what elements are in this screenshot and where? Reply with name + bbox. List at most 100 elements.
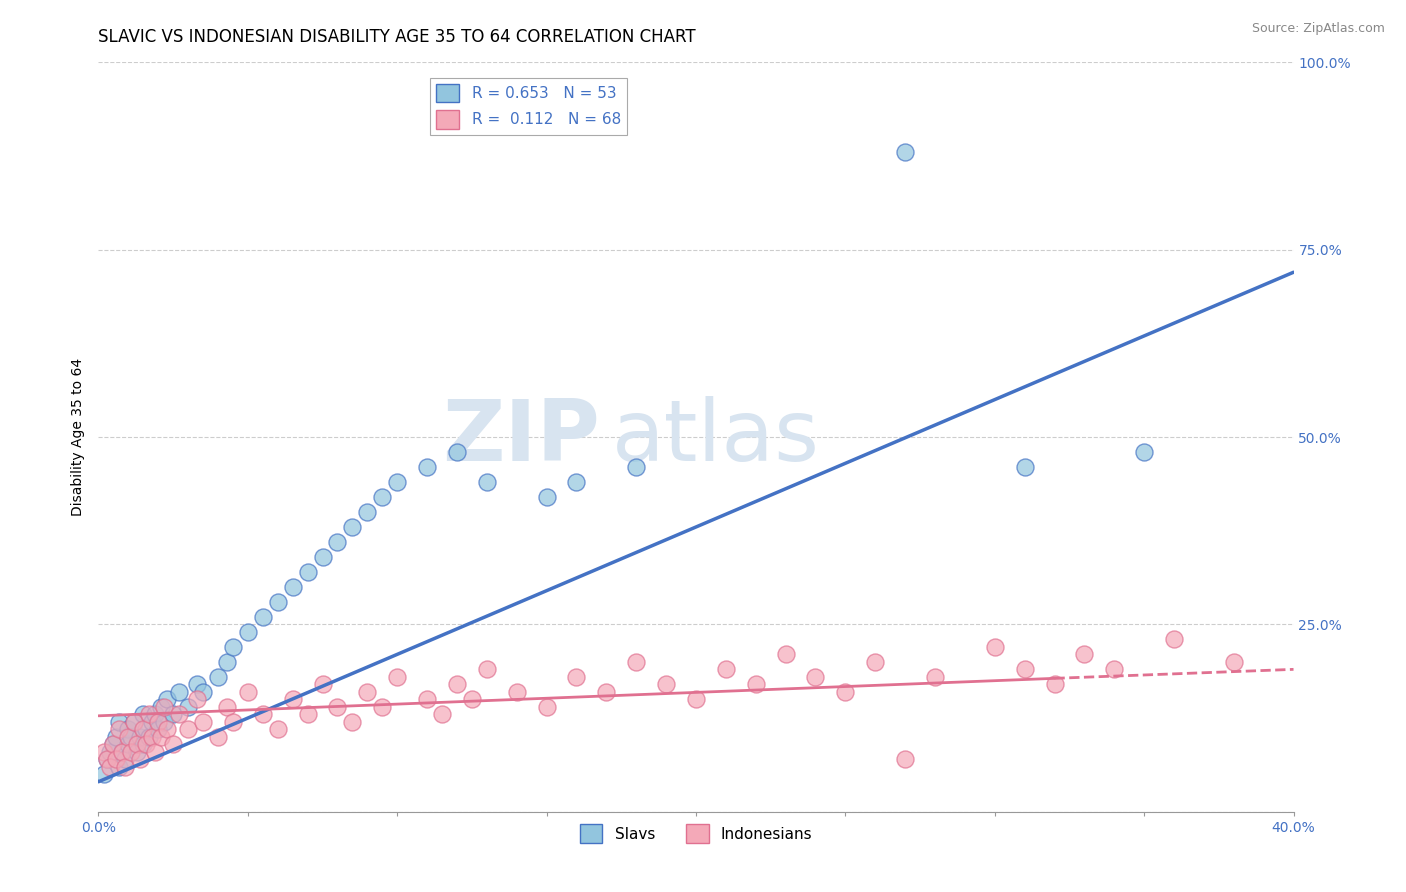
Point: [148, 723, 170, 737]
Point: [311, 677, 333, 691]
Point: [714, 662, 737, 676]
Point: [111, 745, 134, 759]
Point: [236, 685, 259, 699]
Point: [167, 685, 190, 699]
Point: [1073, 648, 1095, 662]
Point: [114, 752, 136, 766]
Point: [1043, 677, 1066, 691]
Point: [105, 730, 128, 744]
Point: [148, 714, 170, 729]
Point: [186, 677, 208, 691]
Point: [96, 752, 118, 766]
Point: [655, 677, 678, 691]
Point: [371, 699, 394, 714]
Point: [105, 752, 128, 766]
Point: [150, 730, 173, 744]
Point: [129, 730, 152, 744]
Point: [117, 737, 139, 751]
Point: [342, 714, 364, 729]
Point: [536, 699, 558, 714]
Point: [186, 692, 208, 706]
Point: [506, 685, 529, 699]
Point: [536, 490, 558, 504]
Point: [775, 648, 797, 662]
Point: [1014, 460, 1036, 475]
Point: [236, 624, 259, 639]
Point: [117, 723, 139, 737]
Point: [297, 565, 319, 579]
Point: [894, 145, 917, 160]
Point: [475, 662, 498, 676]
Point: [114, 760, 136, 774]
Point: [138, 730, 160, 744]
Point: [153, 714, 176, 729]
Point: [281, 580, 304, 594]
Point: [267, 595, 290, 609]
Point: [177, 723, 200, 737]
Point: [177, 699, 200, 714]
Point: [132, 723, 155, 737]
Point: [297, 707, 319, 722]
Point: [120, 745, 142, 759]
Point: [111, 745, 134, 759]
Point: [1163, 632, 1185, 647]
Point: [135, 737, 157, 751]
Point: [1014, 662, 1036, 676]
Point: [834, 685, 856, 699]
Y-axis label: Disability Age 35 to 64: Disability Age 35 to 64: [70, 358, 84, 516]
Point: [93, 767, 115, 781]
Point: [626, 655, 648, 669]
Point: [191, 685, 214, 699]
Point: [252, 707, 274, 722]
Point: [1223, 655, 1246, 669]
Point: [103, 737, 125, 751]
Point: [222, 714, 245, 729]
Point: [371, 490, 394, 504]
Point: [215, 655, 238, 669]
Point: [446, 677, 468, 691]
Point: [745, 677, 768, 691]
Legend: Slavs, Indonesians: Slavs, Indonesians: [574, 818, 818, 849]
Point: [153, 699, 176, 714]
Point: [1104, 662, 1126, 676]
Point: [416, 692, 439, 706]
Point: [93, 745, 115, 759]
Point: [565, 475, 588, 489]
Point: [138, 707, 160, 722]
Point: [475, 475, 498, 489]
Point: [162, 737, 184, 751]
Text: atlas: atlas: [613, 395, 820, 479]
Point: [108, 723, 131, 737]
Point: [565, 670, 588, 684]
Point: [150, 699, 173, 714]
Point: [804, 670, 827, 684]
Text: SLAVIC VS INDONESIAN DISABILITY AGE 35 TO 64 CORRELATION CHART: SLAVIC VS INDONESIAN DISABILITY AGE 35 T…: [98, 28, 696, 45]
Point: [96, 752, 118, 766]
Point: [865, 655, 887, 669]
Point: [135, 723, 157, 737]
Point: [143, 745, 166, 759]
Point: [127, 737, 149, 751]
Point: [207, 670, 229, 684]
Point: [626, 460, 648, 475]
Point: [132, 737, 155, 751]
Text: Source: ZipAtlas.com: Source: ZipAtlas.com: [1251, 22, 1385, 36]
Point: [167, 707, 190, 722]
Point: [281, 692, 304, 706]
Point: [446, 445, 468, 459]
Point: [103, 737, 125, 751]
Point: [127, 745, 149, 759]
Point: [141, 730, 163, 744]
Text: ZIP: ZIP: [443, 395, 600, 479]
Point: [124, 714, 146, 729]
Point: [98, 760, 122, 774]
Point: [385, 475, 409, 489]
Point: [156, 723, 179, 737]
Point: [342, 520, 364, 534]
Point: [326, 535, 349, 549]
Point: [124, 714, 146, 729]
Point: [141, 714, 163, 729]
Point: [143, 707, 166, 722]
Point: [430, 707, 453, 722]
Point: [416, 460, 439, 475]
